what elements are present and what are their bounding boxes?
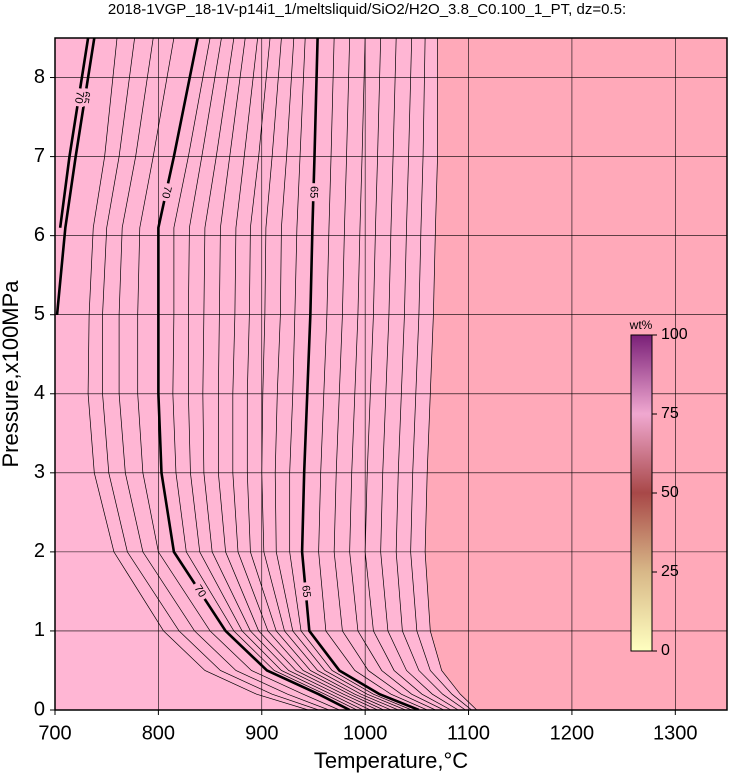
colorbar-tick-label: 50 [661, 484, 679, 501]
x-tick-label: 1300 [653, 722, 698, 744]
x-tick-label: 1000 [343, 722, 388, 744]
contour-label-bg [307, 182, 320, 202]
contour-label: 70 [159, 185, 173, 200]
contour-label-bg [189, 580, 210, 603]
contour-label: 65 [307, 186, 319, 199]
x-axis-label: Temperature,°C [314, 748, 468, 773]
contour-label-bg [71, 87, 87, 108]
x-tick-label: 1100 [447, 722, 490, 744]
contour-label: 65 [299, 585, 312, 598]
x-tick-label: 700 [38, 722, 71, 744]
contour-label: 70 [72, 90, 86, 104]
plot-frame [54, 37, 728, 711]
y-tick-label: 3 [34, 461, 45, 483]
y-tick-label: 8 [34, 66, 45, 88]
contour-label-group: 65 [298, 581, 313, 601]
y-tick-label: 7 [34, 145, 45, 167]
contour-label-group: 65 [307, 182, 320, 202]
chart-title: 2018-1VGP_18-1V-p14i1_1/meltsliquid/SiO2… [108, 1, 626, 18]
y-tick-label: 6 [34, 224, 45, 246]
contour-label-group: 70 [71, 87, 87, 108]
x-tick-label: 800 [142, 722, 175, 744]
contour-label-bg [298, 581, 313, 601]
y-tick-label: 2 [34, 540, 45, 562]
y-tick-label: 0 [34, 698, 45, 720]
y-tick-label: 1 [34, 619, 45, 641]
colorbar-tick-label: 100 [661, 326, 688, 343]
y-axis-label: Pressure,x100MPa [0, 280, 23, 468]
contour-label-bg [158, 182, 174, 203]
contour-label-group: 70 [158, 182, 174, 203]
contour-label: 70 [191, 583, 208, 600]
contour-label-group: 70 [189, 580, 210, 603]
colorbar-tick-label: 75 [661, 405, 679, 422]
colorbar-label: wt% [629, 318, 653, 332]
colorbar-tick-label: 0 [661, 642, 670, 659]
x-tick-label: 900 [245, 722, 278, 744]
x-tick-label: 1200 [550, 722, 595, 744]
y-tick-label: 5 [34, 303, 45, 325]
fill-region [55, 38, 477, 710]
colorbar [630, 334, 653, 652]
colorbar-tick-label: 25 [661, 563, 679, 580]
y-tick-label: 4 [34, 382, 45, 404]
